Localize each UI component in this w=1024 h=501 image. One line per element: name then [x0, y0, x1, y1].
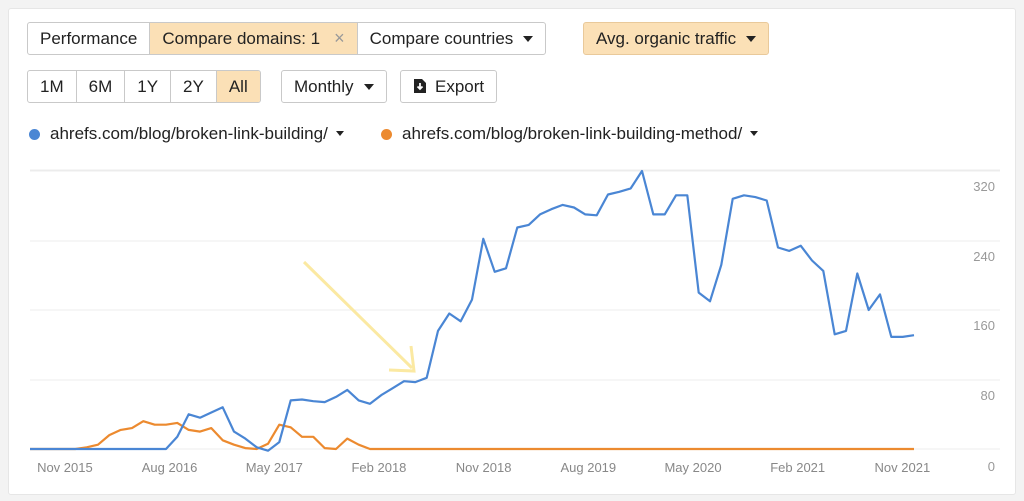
- legend-label: ahrefs.com/blog/broken-link-building/: [50, 124, 328, 143]
- export-label: Export: [435, 77, 485, 96]
- interval-label: Monthly: [294, 77, 354, 96]
- legend-item-orange[interactable]: ahrefs.com/blog/broken-link-building-met…: [381, 124, 759, 144]
- chevron-down-icon: [523, 35, 534, 42]
- metric-label: Avg. organic traffic: [596, 29, 737, 48]
- legend-label: ahrefs.com/blog/broken-link-building-met…: [402, 124, 743, 143]
- range-tab-2y[interactable]: 2Y: [171, 71, 217, 102]
- chevron-down-icon: [363, 83, 374, 90]
- download-icon: [414, 79, 426, 93]
- compare-domains-button[interactable]: Compare domains: 1 ×: [150, 23, 358, 54]
- series-dot: [29, 128, 40, 140]
- series-dot: [381, 128, 392, 140]
- range-tab-all[interactable]: All: [216, 71, 260, 102]
- range-tabs: 1M 6M 1Y 2Y All: [27, 70, 261, 103]
- export-button[interactable]: Export: [400, 70, 498, 103]
- close-icon[interactable]: ×: [334, 28, 345, 48]
- compare-domains-label: Compare domains: 1: [162, 29, 321, 48]
- performance-label: Performance: [40, 29, 138, 48]
- compare-countries-dropdown[interactable]: Compare countries: [358, 23, 546, 54]
- compare-countries-label: Compare countries: [369, 29, 514, 48]
- range-tab-6m[interactable]: 6M: [77, 71, 126, 102]
- metric-dropdown[interactable]: Avg. organic traffic: [583, 22, 770, 55]
- range-tab-1y[interactable]: 1Y: [125, 71, 172, 102]
- chevron-down-icon: [746, 35, 757, 42]
- compare-group: Performance Compare domains: 1 × Compare …: [27, 22, 547, 55]
- range-tab-1m[interactable]: 1M: [28, 71, 77, 102]
- legend-item-blue[interactable]: ahrefs.com/blog/broken-link-building/: [29, 124, 344, 144]
- performance-tab[interactable]: Performance: [28, 23, 151, 54]
- interval-dropdown[interactable]: Monthly: [281, 70, 387, 103]
- chevron-down-icon: [335, 130, 344, 136]
- chevron-down-icon: [750, 130, 759, 136]
